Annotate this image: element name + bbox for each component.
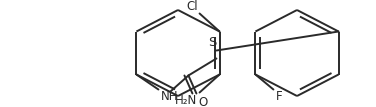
Text: S: S [208,36,217,48]
Text: F: F [276,91,282,103]
Text: H₂N: H₂N [175,94,197,106]
Text: O: O [199,96,208,107]
Text: Cl: Cl [186,0,197,13]
Text: NH: NH [161,91,178,103]
